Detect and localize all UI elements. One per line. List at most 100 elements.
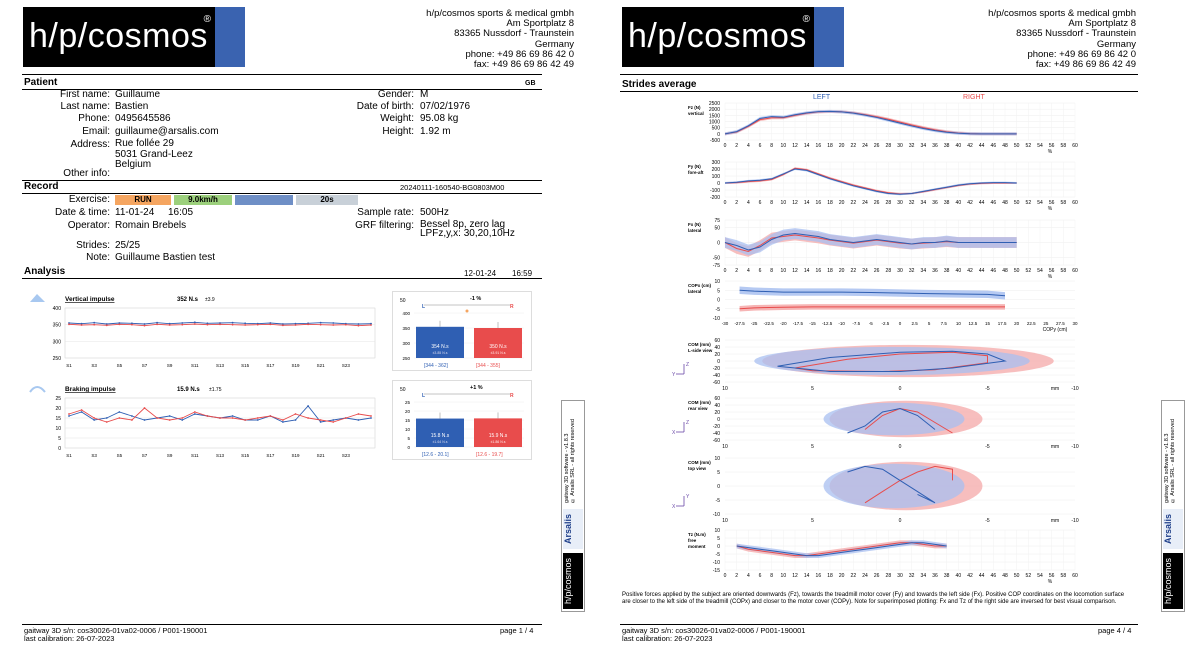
fx-xtick-label: 60 xyxy=(1072,268,1078,274)
fy-xtick-label: 36 xyxy=(932,200,938,206)
tz-ytick-label: -15 xyxy=(713,568,720,574)
copx-band-left xyxy=(739,286,1005,300)
tz-xtick-label: 58 xyxy=(1061,573,1067,579)
fz-xtick-label: 20 xyxy=(839,143,845,149)
fz-xtick-label: 56 xyxy=(1049,143,1055,149)
fy-xtick-label: 42 xyxy=(967,200,973,206)
braking-impulse-sd: ±1.75 xyxy=(209,387,222,393)
record-divider xyxy=(22,193,542,194)
email-value: guillaume@arsalis.com xyxy=(115,126,219,137)
com-lside-xtick-label: 0 xyxy=(899,386,902,392)
fz-xtick-label: 8 xyxy=(770,143,773,149)
other-info-label: Other info: xyxy=(63,168,110,179)
tz-ytick-label: 5 xyxy=(717,536,720,542)
copx-xtick-label: -25 xyxy=(751,321,758,326)
vertical-impulse-point xyxy=(168,322,171,325)
address-value: Rue follée 29 5031 Grand-Leez Belgium xyxy=(115,138,193,171)
analysis-divider xyxy=(22,278,542,279)
com-top-ytick-label: -5 xyxy=(716,498,721,504)
fx-xtick-label: 50 xyxy=(1014,268,1020,274)
fx-xtick-label: 22 xyxy=(851,268,857,274)
fy-xtick-label: 18 xyxy=(827,200,833,206)
copx-chart: COPx (cm)lateral -10 -5 0 5 10 -30 -27.5 -25 -22.… xyxy=(688,279,1078,333)
braking-impulse-value: 15.9 N.s xyxy=(177,387,200,393)
tz-label: free xyxy=(688,538,697,543)
fz-xtick-label: 4 xyxy=(747,143,750,149)
fy-xtick-label: 52 xyxy=(1026,200,1032,206)
vertical-impulse-point xyxy=(357,324,360,327)
com-lside-ytick-label: -40 xyxy=(713,373,720,379)
fx-xtick-label: 8 xyxy=(770,268,773,274)
vertical-impulse-ytick-label: 400 xyxy=(53,306,62,312)
braking-symmetry-frame xyxy=(392,380,532,460)
company-street: Am Sportplatz 8 xyxy=(1068,18,1136,30)
vertical-impulse-xtick-label: S17 xyxy=(266,363,275,368)
fy-xtick-label: 14 xyxy=(804,200,810,206)
vertical-impulse-point xyxy=(168,324,171,326)
fy-ytick-label: -100 xyxy=(710,188,720,194)
braking-impulse-point xyxy=(143,419,146,421)
page-gap xyxy=(596,0,600,650)
fz-ytick-label: 1000 xyxy=(709,120,720,126)
fx-xtick-label: 46 xyxy=(991,268,997,274)
braking-lr-left-sd: ±1.64 N.s xyxy=(433,440,448,444)
copx-xtick-label: 25 xyxy=(1043,321,1049,326)
fz-xtick-label: 30 xyxy=(897,143,903,149)
fx-series-left xyxy=(724,232,1017,251)
braking-impulse-ytick-label: 0 xyxy=(58,446,61,452)
vertical-impulse-point xyxy=(143,324,146,327)
company-street: Am Sportplatz 8 xyxy=(506,18,574,30)
vertical-impulse-point xyxy=(282,323,284,325)
copx-xtick-label: 7.5 xyxy=(941,321,948,326)
fz-xtick-label: 2 xyxy=(735,143,738,149)
tz-xtick-label: 56 xyxy=(1049,573,1055,579)
com-rear-label: COM (mm) xyxy=(688,400,711,405)
braking-impulse-point xyxy=(307,417,309,419)
braking-impulse-point xyxy=(344,417,347,419)
vertical-sym-marker xyxy=(465,309,469,313)
braking-impulse-point xyxy=(231,415,234,417)
com-rear-xtick-label: -10 xyxy=(1071,444,1078,450)
fy-xtick-label: 20 xyxy=(839,200,845,206)
record-time: 16:05 xyxy=(168,207,194,218)
fx-ytick-label: -75 xyxy=(713,263,720,269)
fz-xtick-label: 52 xyxy=(1026,143,1032,149)
weight-value: 95.08 kg xyxy=(420,113,459,124)
company-country: Germany xyxy=(534,38,574,50)
vertical-impulse-point xyxy=(307,323,309,326)
tz-xtick-label: 60 xyxy=(1072,573,1078,579)
record-divider-top xyxy=(22,180,542,181)
fz-xtick-label: 34 xyxy=(921,143,927,149)
vertical-impulse-xtick-label: S3 xyxy=(91,363,97,368)
vertical-impulse-xtick-label: S1 xyxy=(66,363,72,368)
copx-ytick-label: -10 xyxy=(713,316,720,322)
tz-xtick-label: 16 xyxy=(816,573,822,579)
com-lside-xtick-label: 5 xyxy=(811,386,814,392)
com-lside-axis-h-label: Y xyxy=(672,372,676,378)
fx-xtick-label: 56 xyxy=(1049,268,1055,274)
vertical-impulse-xtick-label: S5 xyxy=(117,363,123,368)
fy-xtick-label: 8 xyxy=(770,200,773,206)
vertical-impulse-point xyxy=(219,322,221,324)
vertical-lr-ytick-label: 250 xyxy=(402,356,410,361)
fy-xtick-label: 58 xyxy=(1061,200,1067,206)
braking-sym-scale-left: 50 xyxy=(400,387,406,393)
vertical-impulse-point xyxy=(370,324,372,326)
braking-impulse-xtick-label: S7 xyxy=(142,453,148,458)
exercise-label: Exercise: xyxy=(68,194,110,205)
vertical-impulse-ytick-label: 300 xyxy=(53,339,62,345)
software-version-text: gaitway 3D software - v1.8.3 © Arsalis SR… xyxy=(1164,418,1176,503)
fy-label: fore-aft xyxy=(688,170,704,175)
phone-label: Phone: xyxy=(78,113,110,124)
fx-percent-label: % xyxy=(1048,274,1053,280)
vertical-impulse-point xyxy=(93,323,96,326)
fx-xtick-label: 34 xyxy=(921,268,927,274)
com-top-ytick-label: 5 xyxy=(717,470,720,476)
vertical-impulse-xtick-label: S9 xyxy=(167,363,173,368)
fx-xtick-label: 2 xyxy=(735,268,738,274)
fz-label: vertical xyxy=(688,111,704,116)
hp-cosmos-logo: h/p/cosmos ® xyxy=(622,7,844,67)
vertical-symmetry-frame xyxy=(392,291,532,371)
sign-convention-note: Positive forces applied by the subject a… xyxy=(622,592,1125,605)
